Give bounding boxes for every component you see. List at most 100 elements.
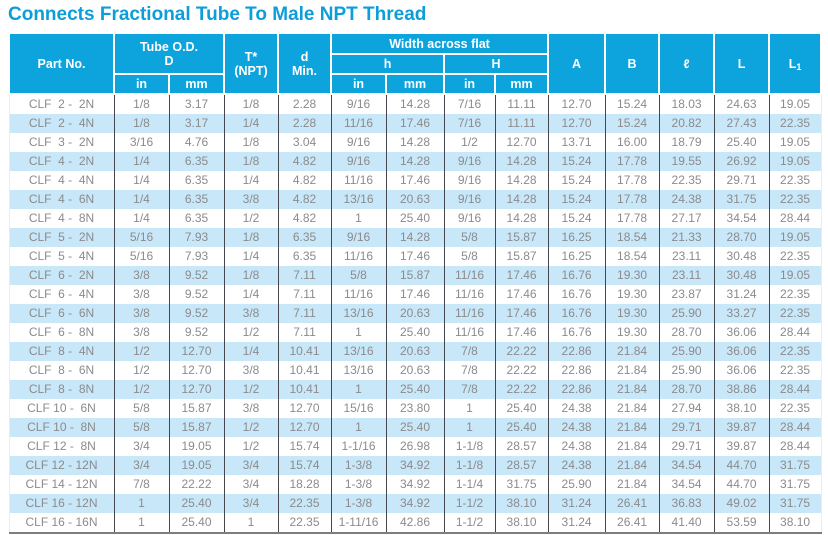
value-cell: 1/2 <box>443 133 496 152</box>
value-cell: 1/2 <box>223 380 279 399</box>
value-cell: 16.76 <box>547 285 606 304</box>
value-cell: 4.76 <box>168 133 225 152</box>
part-no-cell: CLF 4 - 6N <box>8 190 114 209</box>
value-cell: 28.44 <box>768 209 822 228</box>
table-row: CLF 12 - 8N 3/4 19.05 1/2 15.74 1-1/16 26.98 1-… <box>8 437 822 456</box>
value-cell: 17.78 <box>604 190 660 209</box>
value-cell: 19.55 <box>658 152 715 171</box>
value-cell: 22.86 <box>547 380 606 399</box>
value-cell: 9/16 <box>443 152 496 171</box>
value-cell: 4.82 <box>277 190 332 209</box>
value-cell: 16.00 <box>604 133 660 152</box>
value-cell: 21.84 <box>604 418 660 437</box>
value-cell: 15.87 <box>385 266 445 285</box>
value-cell: 1/4 <box>113 190 169 209</box>
value-cell: 15.24 <box>604 94 660 114</box>
value-cell: 16.25 <box>547 228 606 247</box>
table-row: CLF 2 - 4N 1/8 3.17 1/4 2.28 11/16 17.46 7/16 11… <box>8 114 822 133</box>
value-cell: 6.35 <box>277 247 332 266</box>
value-cell: 25.40 <box>385 209 445 228</box>
part-no-cell: CLF 8 - 8N <box>8 380 114 399</box>
value-cell: 15/16 <box>330 399 387 418</box>
page-title: Connects Fractional Tube To Male NPT Thr… <box>8 4 427 25</box>
value-cell: 22.35 <box>277 513 332 533</box>
table-row: CLF 4 - 6N 1/4 6.35 3/8 4.82 13/16 20.63 9/16 14… <box>8 190 822 209</box>
header-d-min: d Min. <box>277 32 333 95</box>
value-cell: 21.84 <box>604 361 660 380</box>
value-cell: 1/4 <box>223 247 279 266</box>
value-cell: 16.25 <box>547 247 606 266</box>
value-cell: 19.05 <box>768 94 822 114</box>
value-cell: 22.35 <box>768 361 822 380</box>
value-cell: 13/16 <box>330 361 387 380</box>
part-no-cell: CLF 12 - 8N <box>8 437 114 456</box>
value-cell: 11/16 <box>330 247 387 266</box>
header-h-upper: H <box>443 53 550 75</box>
value-cell: 1/8 <box>113 94 169 114</box>
value-cell: 27.43 <box>713 114 770 133</box>
value-cell: 19.05 <box>168 456 225 475</box>
part-no-cell: CLF 8 - 6N <box>8 361 114 380</box>
value-cell: 20.63 <box>385 342 445 361</box>
value-cell: 4.82 <box>277 152 332 171</box>
value-cell: 9/16 <box>330 152 387 171</box>
value-cell: 3/8 <box>223 190 279 209</box>
value-cell: 24.38 <box>547 418 606 437</box>
value-cell: 1/2 <box>113 361 169 380</box>
value-cell: 25.40 <box>385 418 445 437</box>
value-cell: 9.52 <box>168 285 225 304</box>
table-row: CLF 2 - 2N 1/8 3.17 1/8 2.28 9/16 14.28 7/16 11.… <box>8 94 822 114</box>
value-cell: 11/16 <box>443 304 496 323</box>
value-cell: 14.28 <box>494 190 549 209</box>
value-cell: 15.24 <box>604 114 660 133</box>
value-cell: 4.82 <box>277 209 332 228</box>
header-width-across-flat: Width across flat <box>330 32 550 55</box>
value-cell: 3/8 <box>113 323 169 342</box>
part-no-cell: CLF 8 - 4N <box>8 342 114 361</box>
part-no-cell: CLF 12 - 12N <box>8 456 114 475</box>
value-cell: 9.52 <box>168 304 225 323</box>
value-cell: 22.35 <box>768 304 822 323</box>
part-no-cell: CLF 4 - 8N <box>8 209 114 228</box>
value-cell: 19.30 <box>604 266 660 285</box>
value-cell: 19.05 <box>768 266 822 285</box>
header-b: B <box>604 32 661 95</box>
value-cell: 11/16 <box>443 285 496 304</box>
value-cell: 1 <box>443 418 496 437</box>
value-cell: 22.22 <box>494 342 549 361</box>
value-cell: 1/2 <box>223 437 279 456</box>
value-cell: 22.35 <box>768 190 822 209</box>
value-cell: 5/8 <box>443 228 496 247</box>
value-cell: 1-1/2 <box>443 494 496 513</box>
value-cell: 24.38 <box>658 190 715 209</box>
table-row: CLF 16 - 12N 1 25.40 3/4 22.35 1-3/8 34.92 1-1/… <box>8 494 822 513</box>
value-cell: 23.11 <box>658 266 715 285</box>
value-cell: 7.11 <box>277 304 332 323</box>
part-no-cell: CLF 6 - 4N <box>8 285 114 304</box>
value-cell: 21.33 <box>658 228 715 247</box>
value-cell: 7.11 <box>277 285 332 304</box>
value-cell: 3/4 <box>113 456 169 475</box>
value-cell: 6.35 <box>168 190 225 209</box>
value-cell: 11/16 <box>443 266 496 285</box>
value-cell: 16.76 <box>547 304 606 323</box>
value-cell: 6.35 <box>168 152 225 171</box>
value-cell: 34.92 <box>385 494 445 513</box>
value-cell: 7/8 <box>443 361 496 380</box>
header-h-lower: h <box>330 53 446 75</box>
value-cell: 13.71 <box>547 133 606 152</box>
part-no-cell: CLF 6 - 8N <box>8 323 114 342</box>
value-cell: 1 <box>113 494 169 513</box>
value-cell: 1/4 <box>113 152 169 171</box>
value-cell: 1/8 <box>223 228 279 247</box>
value-cell: 7.93 <box>168 228 225 247</box>
value-cell: 1/2 <box>223 209 279 228</box>
value-cell: 5/16 <box>113 228 169 247</box>
header-l-script: ℓ <box>658 32 716 95</box>
value-cell: 36.83 <box>658 494 715 513</box>
value-cell: 31.75 <box>713 190 770 209</box>
table-row: CLF 6 - 8N 3/8 9.52 1/2 7.11 1 25.40 11/16 17.46… <box>8 323 822 342</box>
value-cell: 15.74 <box>277 456 332 475</box>
value-cell: 31.24 <box>713 285 770 304</box>
value-cell: 36.06 <box>713 323 770 342</box>
